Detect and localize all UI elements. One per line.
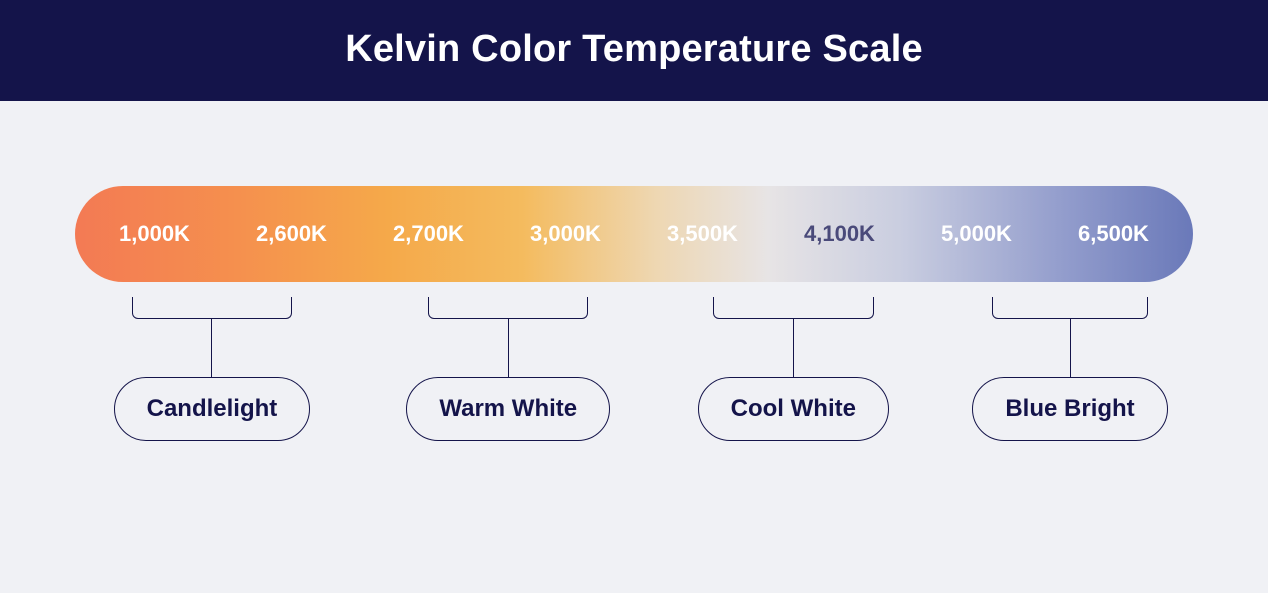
bracket-stem	[793, 319, 794, 377]
bracket-stem	[211, 319, 212, 377]
bracket-stem	[1070, 319, 1071, 377]
diagram-area: 1,000K 2,600K 2,700K 3,000K 3,500K 4,100K 5,00…	[0, 101, 1268, 590]
category-pill: Cool White	[698, 377, 889, 441]
category-pill: Blue Bright	[972, 377, 1167, 441]
category-group: Blue Bright	[958, 297, 1182, 441]
page-title: Kelvin Color Temperature Scale	[0, 28, 1268, 71]
kelvin-tick: 2,700K	[393, 221, 464, 247]
bracket-stem	[508, 319, 509, 377]
category-group: Candlelight	[97, 297, 326, 441]
kelvin-tick: 4,100K	[804, 221, 875, 247]
category-group: Warm White	[394, 297, 623, 441]
kelvin-tick: 5,000K	[941, 221, 1012, 247]
header-bar: Kelvin Color Temperature Scale	[0, 0, 1268, 101]
bracket-line	[428, 297, 588, 319]
kelvin-tick: 3,500K	[667, 221, 738, 247]
category-group: Cool White	[679, 297, 908, 441]
kelvin-tick: 2,600K	[256, 221, 327, 247]
category-brackets-row: Candlelight Warm White Cool White Blue Brig…	[75, 297, 1193, 487]
kelvin-tick: 1,000K	[119, 221, 190, 247]
bracket-line	[713, 297, 873, 319]
kelvin-tick: 6,500K	[1078, 221, 1149, 247]
kelvin-gradient-bar: 1,000K 2,600K 2,700K 3,000K 3,500K 4,100K 5,00…	[75, 186, 1193, 282]
category-pill: Warm White	[406, 377, 610, 441]
kelvin-tick: 3,000K	[530, 221, 601, 247]
category-pill: Candlelight	[114, 377, 311, 441]
bracket-line	[992, 297, 1149, 319]
bracket-line	[132, 297, 292, 319]
